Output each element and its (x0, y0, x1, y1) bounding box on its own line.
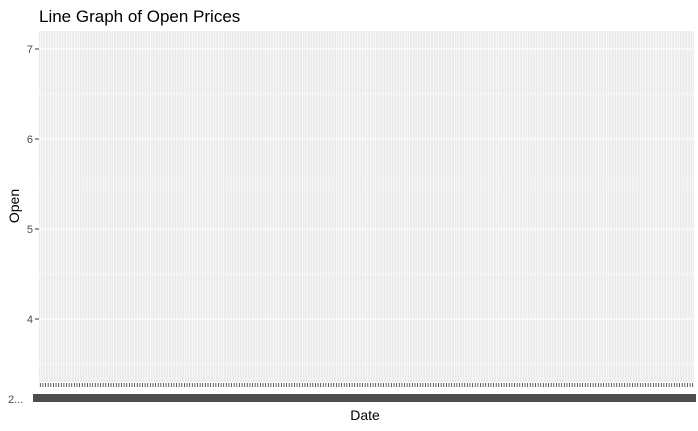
x-axis-title: Date (350, 407, 380, 423)
y-tick-label: 5 (27, 224, 33, 236)
y-axis: 4 5 6 7 (27, 44, 39, 326)
y-tick-label: 6 (27, 134, 33, 146)
chart-title: Line Graph of Open Prices (39, 7, 240, 26)
y-tick-label: 7 (27, 44, 33, 56)
plot-panel (39, 31, 694, 382)
x-axis (39, 383, 694, 387)
y-axis-title: Open (6, 189, 22, 223)
y-tick-label: 4 (27, 314, 33, 326)
x-tick-labels: 2... (8, 394, 696, 406)
x-tick-label-overlap: 2... (8, 394, 23, 406)
y-gridlines (39, 48, 694, 365)
x-tick-label-band (33, 394, 696, 402)
x-gridlines (40, 31, 693, 382)
